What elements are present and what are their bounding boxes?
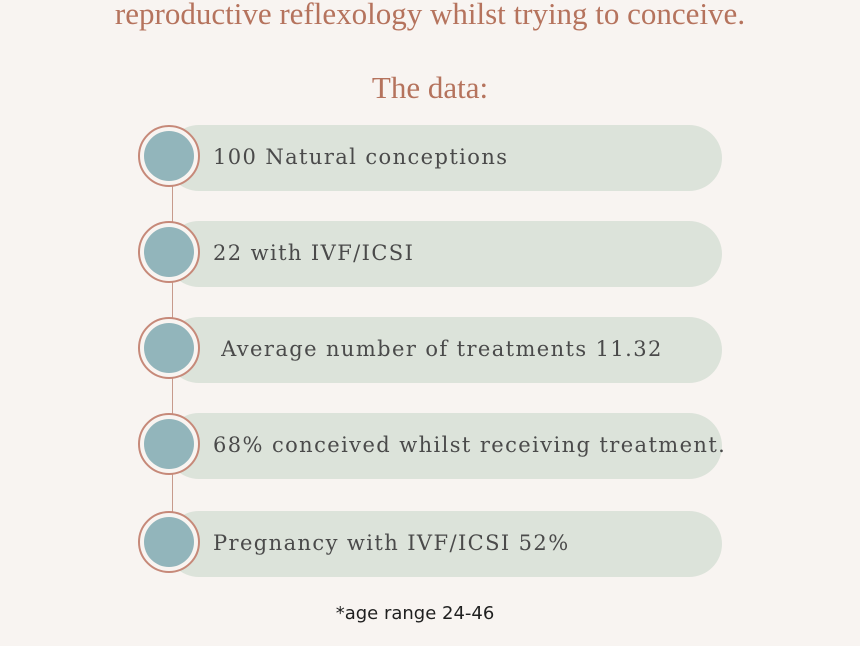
bullet-circle-icon xyxy=(138,221,200,283)
stat-text: Pregnancy with IVF/ICSI 52% xyxy=(213,531,570,555)
stat-pill xyxy=(166,221,722,287)
stat-item: 100 Natural conceptions xyxy=(138,124,728,192)
bullet-circle-icon xyxy=(138,125,200,187)
stat-pill xyxy=(166,511,722,577)
stat-text: 22 with IVF/ICSI xyxy=(213,241,415,265)
stat-item: 22 with IVF/ICSI xyxy=(138,220,728,288)
stat-text: 100 Natural conceptions xyxy=(213,145,509,169)
section-title: The data: xyxy=(371,70,489,105)
stat-text: 68% conceived whilst receiving treatment… xyxy=(213,433,727,457)
bullet-circle-icon xyxy=(138,413,200,475)
stat-pill xyxy=(166,317,722,383)
stat-item: 68% conceived whilst receiving treatment… xyxy=(138,412,728,480)
bullet-circle-icon xyxy=(138,317,200,379)
stats-list: 100 Natural conceptions 22 with IVF/ICSI… xyxy=(138,124,728,584)
stat-item: Average number of treatments 11.32 xyxy=(138,316,728,384)
footnote: *age range 24-46 xyxy=(335,603,495,624)
bullet-circle-icon xyxy=(138,511,200,573)
stat-pill xyxy=(166,413,722,479)
stat-pill xyxy=(166,125,722,191)
stat-text: Average number of treatments 11.32 xyxy=(213,337,663,361)
stat-item: Pregnancy with IVF/ICSI 52% xyxy=(138,510,728,578)
headline-text: reproductive reflexology whilst trying t… xyxy=(114,0,746,31)
